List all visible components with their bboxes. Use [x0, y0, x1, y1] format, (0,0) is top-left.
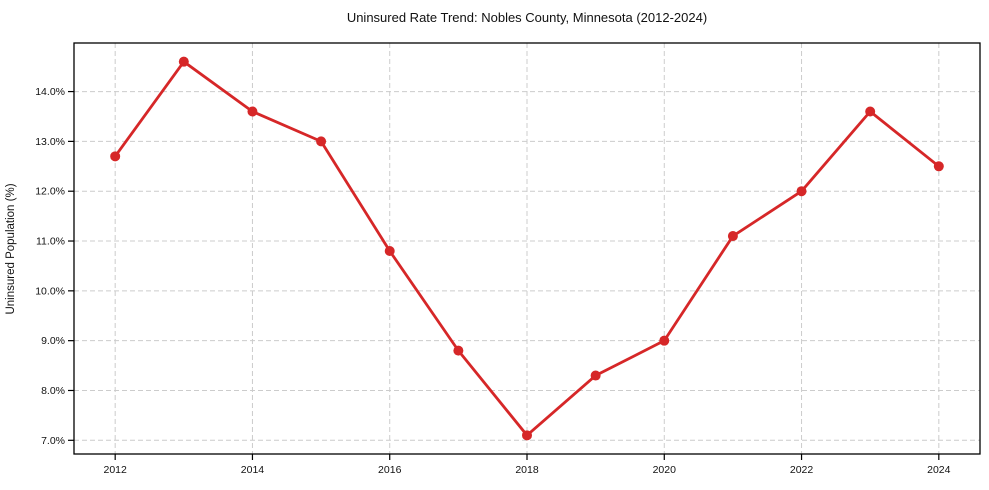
y-tick-label: 11.0% — [36, 236, 65, 248]
data-point — [453, 345, 464, 356]
series-layer — [110, 56, 944, 441]
data-point — [590, 370, 601, 381]
data-point — [796, 186, 807, 197]
y-tick-label: 13.0% — [35, 136, 65, 148]
y-tick-label: 8.0% — [41, 385, 65, 397]
y-tick-label: 7.0% — [41, 435, 65, 447]
x-tick-label: 2024 — [927, 464, 951, 476]
data-point — [316, 136, 327, 147]
x-tick-label: 2014 — [241, 464, 265, 476]
x-tick-label: 2018 — [515, 464, 539, 476]
data-point — [659, 335, 670, 346]
y-tick-label: 14.0% — [35, 86, 65, 98]
grid-layer — [74, 43, 980, 454]
data-point — [384, 245, 395, 256]
x-tick-label: 2022 — [790, 464, 814, 476]
x-tick-label: 2020 — [653, 464, 677, 476]
x-tick-label: 2016 — [378, 464, 402, 476]
data-point — [522, 430, 532, 441]
data-point — [178, 56, 189, 67]
y-tick-label: 9.0% — [41, 335, 65, 347]
data-point — [247, 106, 258, 117]
data-point — [727, 231, 738, 242]
data-point — [865, 106, 876, 117]
y-tick-label: 10.0% — [35, 285, 65, 297]
axes-layer: 2012 2014 2016 2018 2020 2022 2024 7.0% 8.0% 9.0%… — [35, 42, 981, 476]
y-tick-label: 12.0% — [35, 186, 65, 198]
data-point — [110, 151, 121, 162]
x-tick-label: 2012 — [104, 464, 128, 476]
data-point — [933, 161, 944, 172]
y-axis-label: Uninsured Population (%) — [5, 183, 17, 314]
chart-title: Uninsured Rate Trend: Nobles County, Min… — [347, 10, 707, 25]
plot-border — [73, 42, 981, 455]
